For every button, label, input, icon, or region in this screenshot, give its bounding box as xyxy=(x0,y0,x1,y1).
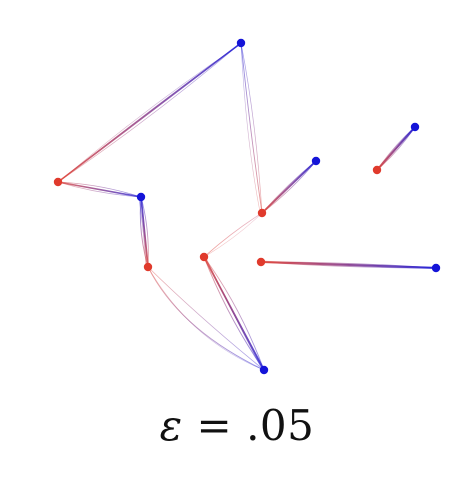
equals-sign: = xyxy=(196,401,233,450)
source-point xyxy=(256,257,266,267)
target-point xyxy=(311,156,321,166)
target-point xyxy=(136,192,146,202)
transport-edge-c xyxy=(138,196,149,268)
target-point xyxy=(431,263,441,273)
source-point xyxy=(199,252,209,262)
transport-edge-h xyxy=(203,212,263,258)
target-point xyxy=(259,365,269,375)
source-point xyxy=(53,177,63,187)
epsilon-caption: ε = .05 xyxy=(0,405,474,447)
epsilon-symbol: ε xyxy=(159,401,183,450)
source-point xyxy=(372,165,382,175)
source-point xyxy=(257,208,267,218)
transport-edge-d xyxy=(147,266,265,371)
transport-edge-b xyxy=(57,181,142,198)
source-points xyxy=(53,165,382,272)
transport-edge-j xyxy=(376,126,416,171)
transport-edge-a xyxy=(57,42,242,183)
epsilon-value: .05 xyxy=(246,401,315,450)
transport-edge-i xyxy=(260,260,437,269)
source-point xyxy=(143,262,153,272)
transport-edge-f xyxy=(240,42,263,214)
target-points xyxy=(136,38,441,375)
target-point xyxy=(236,38,246,48)
target-point xyxy=(410,122,420,132)
transport-edge-e xyxy=(203,256,265,371)
transport-edge-g xyxy=(261,160,317,214)
